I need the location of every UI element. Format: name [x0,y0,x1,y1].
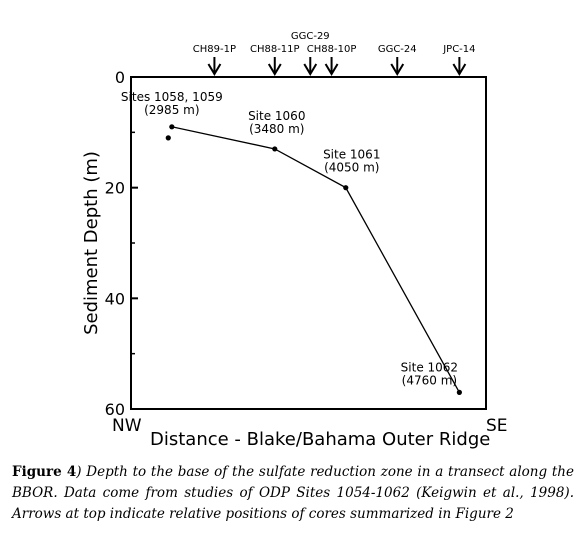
y-tick-label: 20 [105,179,125,198]
core-label: CH89-1P [193,44,236,55]
core-arrow-head [303,63,318,76]
site-annotation: (3480 m) [249,122,304,136]
core-arrow-head [324,63,339,76]
x-axis-left-label: NW [112,416,142,436]
site-annotation: (4050 m) [324,161,379,175]
site-annotation: Site 1061 [323,148,380,162]
series-group [165,124,462,395]
y-tick-label: 0 [115,68,125,87]
core-arrow-head [207,63,222,76]
core-markers: CH89-1P CH88-11P GGC-29 CH88-10P GGC-24 JPC-1… [193,31,476,76]
core-label: JPC-14 [442,44,475,55]
annotations: Sites 1058, 1059(2985 m) Site 1060(3480 m… [121,90,458,388]
y-tick-label: 60 [105,400,125,419]
data-point [272,146,278,152]
data-point [456,389,462,395]
core-label: GGC-29 [291,31,330,42]
data-point [169,124,175,130]
y-tick-label: 40 [105,289,125,308]
site-annotation: Sites 1058, 1059 [121,90,223,104]
x-axis-title: Distance - Blake/Bahama Outer Ridge [150,429,490,450]
site-annotation: Site 1062 [401,360,458,374]
figure-caption: Figure 4) Depth to the base of the sulfa… [12,462,574,525]
site-annotation: Site 1060 [248,109,305,123]
site-annotation: (2985 m) [144,103,199,117]
data-point [165,135,171,141]
core-label: CH88-10P [307,44,357,55]
y-axis-title: Sediment Depth (m) [81,151,102,335]
core-arrow-head [390,63,405,76]
figure-label: Figure 4 [12,464,77,480]
core-label: CH88-11P [250,44,300,55]
data-point [343,185,349,191]
caption-text: ) Depth to the base of the sulfate reduc… [12,464,574,522]
y-axis-ticks: 0 20 40 60 [105,68,138,419]
core-arrow-head [452,63,467,76]
core-label: GGC-24 [378,44,417,55]
series-line [171,126,460,393]
x-axis-right-label: SE [486,416,508,436]
core-arrow-head [267,63,282,76]
site-annotation: (4760 m) [402,373,457,387]
chart: 0 20 40 60 CH89-1P CH88-11P GGC-29 CH88-10P GGC… [81,31,508,450]
plot-frame [130,76,487,410]
